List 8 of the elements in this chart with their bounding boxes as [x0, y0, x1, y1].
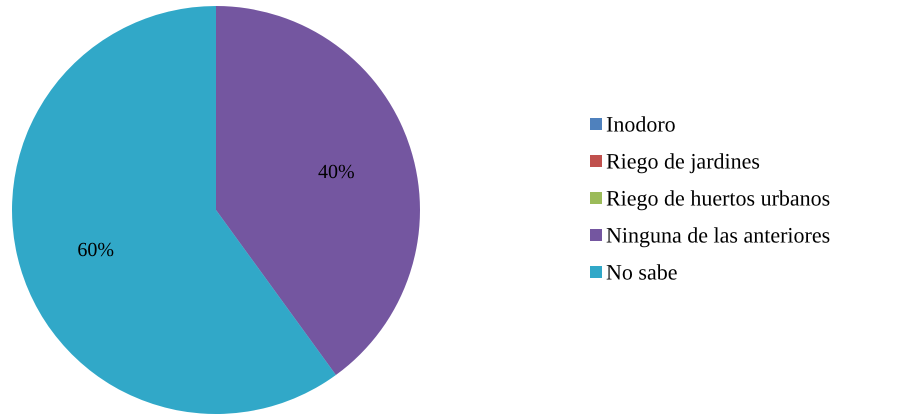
legend-label: Riego de huertos urbanos [606, 186, 830, 211]
data-label: 40% [318, 160, 355, 183]
data-label: 60% [77, 239, 114, 262]
legend-label: Ninguna de las anteriores [606, 222, 830, 248]
pie-slice [216, 6, 420, 376]
legend-label: Inodoro [606, 112, 676, 137]
legend-label: Riego de jardines [606, 148, 760, 174]
legend-label: No sabe [606, 260, 678, 285]
